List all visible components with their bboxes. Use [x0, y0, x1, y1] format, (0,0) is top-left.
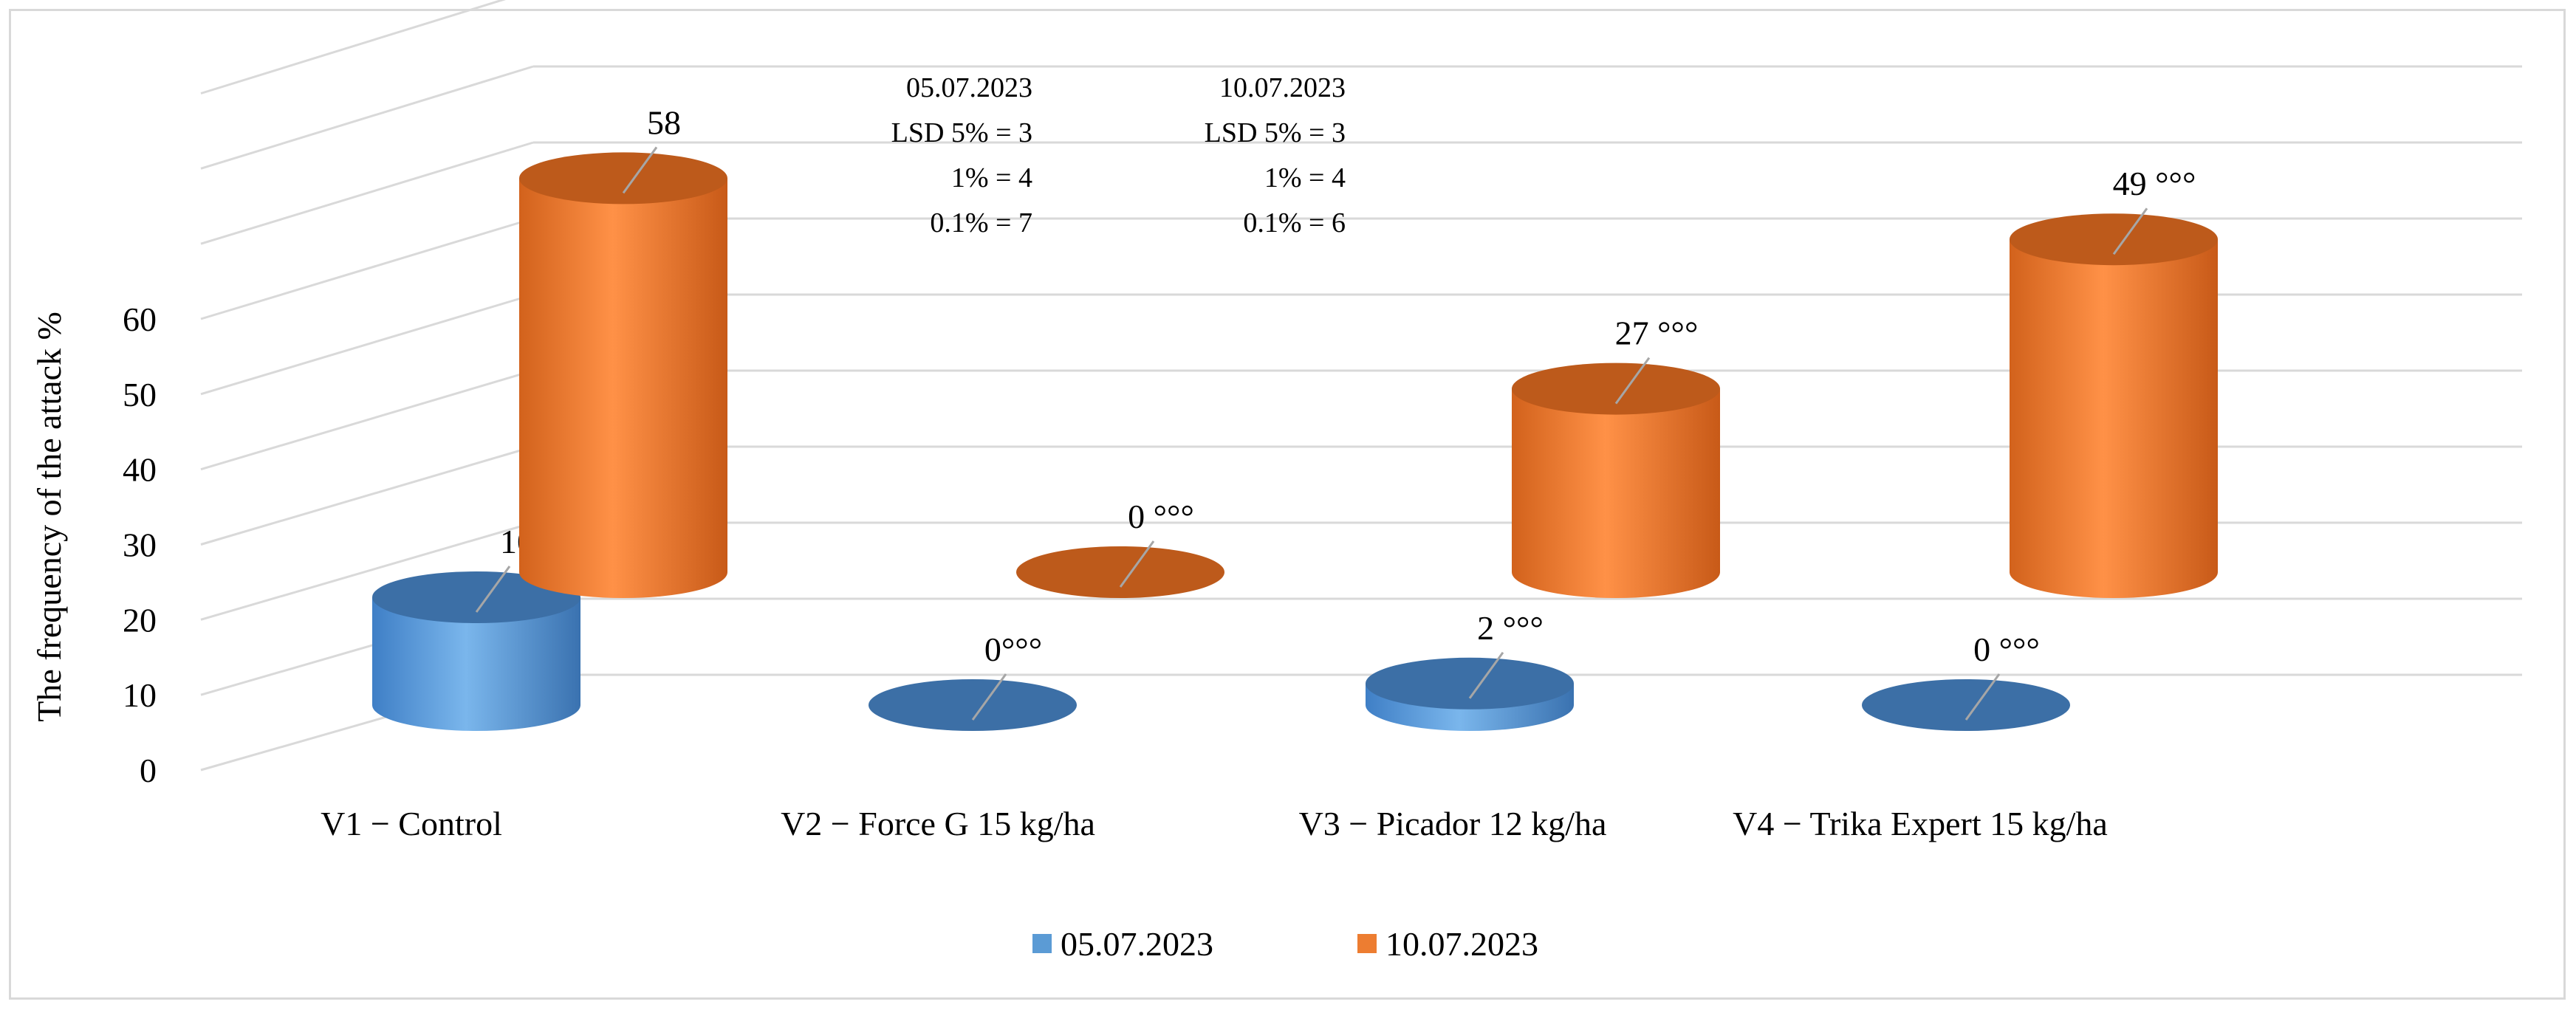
y-tick-label: 20 [123, 601, 157, 639]
bar-series-1: 2 °°° [1366, 609, 1574, 731]
legend-swatch-series-2 [1357, 934, 1377, 953]
gridline-side [200, 65, 534, 170]
bar-series-2: 58 [519, 103, 727, 598]
data-label-leader [1964, 673, 2001, 721]
bar-series-1: 0 °°° [1862, 631, 2070, 731]
bar-series-2: 49 °°° [2010, 165, 2218, 598]
legend-label-series-2: 10.07.2023 [1385, 925, 1538, 963]
bar-top [372, 571, 580, 623]
bar-top [1016, 546, 1224, 598]
bar-series-1: 0°°° [869, 631, 1077, 731]
bar-body [1512, 388, 1720, 598]
data-label: 0°°° [984, 631, 1042, 668]
data-label-leader [1119, 540, 1155, 588]
bar-body [372, 597, 580, 731]
lsd-annotation-1: 05.07.2023 LSD 5% = 3 1% = 4 0.1% = 7 [891, 72, 1032, 238]
annotation-date-2: 10.07.2023 [1219, 72, 1346, 103]
data-label-leader [1468, 651, 1504, 699]
bar-top [1512, 363, 1720, 415]
y-tick-label: 60 [123, 300, 157, 338]
gridline-side [200, 445, 534, 546]
y-tick-label: 40 [123, 451, 157, 489]
x-category-label: V1 − Control [321, 805, 502, 842]
annotation-lsd1-2: 1% = 4 [1264, 162, 1346, 193]
legend: 05.07.2023 10.07.2023 [1032, 925, 1538, 963]
annotation-lsd5-1: LSD 5% = 3 [891, 117, 1032, 148]
data-label-leader [2112, 207, 2148, 255]
bar-body [2010, 239, 2218, 598]
data-label: 0 °°° [1128, 498, 1194, 535]
gridline-side [200, 521, 534, 621]
bar-top [1862, 679, 2070, 731]
data-label: 0 °°° [1973, 631, 2040, 668]
y-tick-label: 10 [123, 676, 157, 714]
x-category-label: V2 − Force G 15 kg/ha [781, 805, 1095, 842]
annotation-date-1: 05.07.2023 [906, 72, 1032, 103]
annotation-lsd01-1: 0.1% = 7 [930, 207, 1032, 238]
bar-series-2: 0 °°° [1016, 498, 1224, 598]
bar-series-2: 27 °°° [1512, 315, 1720, 598]
lsd-annotation-2: 10.07.2023 LSD 5% = 3 1% = 4 0.1% = 6 [1205, 72, 1346, 238]
gridline-side [200, 369, 534, 471]
data-label-leader [1614, 357, 1651, 405]
x-axis-categories: V1 − Control V2 − Force G 15 kg/ha V3 − Pi… [321, 805, 2108, 842]
x-category-label: V4 − Trika Expert 15 kg/ha [1733, 805, 2108, 842]
bar-series-1: 10 [372, 523, 580, 731]
data-label: 2 °°° [1477, 609, 1544, 647]
legend-swatch-series-1 [1032, 934, 1052, 953]
data-label: 27 °°° [1615, 315, 1699, 352]
bar-top [1366, 657, 1574, 710]
data-label-leader [622, 146, 658, 194]
y-axis-title: The frequency of the attack % [30, 312, 68, 722]
gridline-side [200, 217, 534, 320]
bar-top [519, 152, 727, 205]
annotation-lsd5-2: LSD 5% = 3 [1205, 117, 1346, 148]
y-tick-label: 0 [140, 752, 157, 789]
gridline-side [200, 141, 534, 245]
gridline-side [200, 293, 534, 396]
bars: 10 0°°° 2 °°° 0 °°° 58 0 °°° 27 °°° 49 °°° [372, 103, 2218, 731]
legend-label-series-1: 05.07.2023 [1061, 925, 1213, 963]
data-label-leader [475, 566, 511, 613]
x-category-label: V3 − Picador 12 kg/ha [1299, 805, 1607, 842]
data-label-leader [971, 673, 1007, 721]
y-axis-ticks: 0 10 20 30 40 50 60 [123, 300, 157, 789]
y-tick-label: 30 [123, 526, 157, 564]
bar-body [519, 178, 727, 598]
data-label: 49 °°° [2113, 165, 2196, 202]
bar-top [869, 679, 1077, 731]
y-tick-label: 50 [123, 376, 157, 413]
annotation-lsd1-1: 1% = 4 [951, 162, 1032, 193]
annotation-lsd01-2: 0.1% = 6 [1243, 207, 1346, 238]
data-label: 58 [647, 103, 681, 141]
bar-top [2010, 213, 2218, 266]
gridline-side [200, 0, 507, 95]
